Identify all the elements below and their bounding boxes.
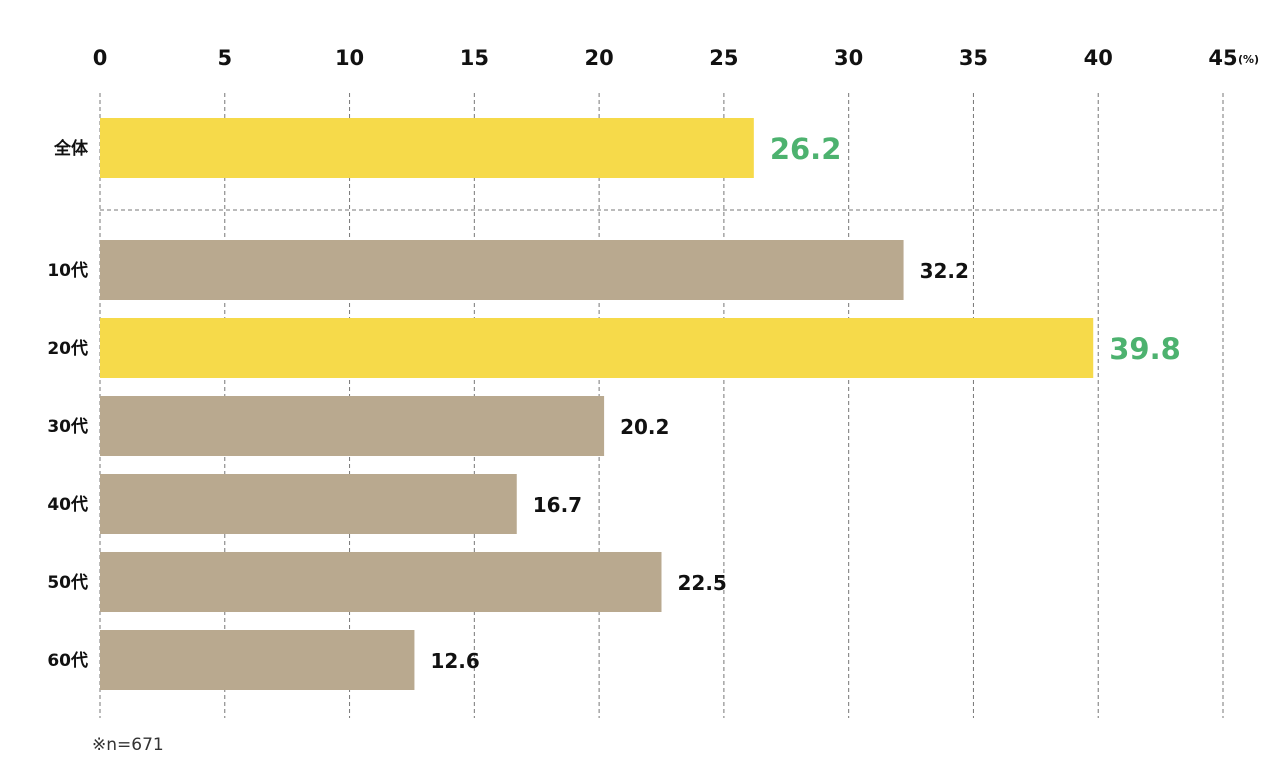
category-label: 20代: [47, 338, 88, 359]
x-tick-label: 45: [1208, 46, 1237, 70]
x-tick-label: 30: [834, 46, 863, 70]
bar: [100, 630, 415, 690]
sample-size-note: ※n=671: [92, 735, 164, 755]
value-label: 16.7: [533, 493, 582, 517]
x-tick-label: 25: [709, 46, 738, 70]
x-tick-label: 35: [959, 46, 988, 70]
x-tick-label: 5: [217, 46, 232, 70]
bars: 全体 26.2 10代 32.2 20代 39.8 30代 20.2 40代 16.7 50代 22.…: [47, 118, 1181, 690]
value-label: 20.2: [620, 415, 669, 439]
value-label: 22.5: [678, 571, 727, 595]
category-label: 10代: [47, 260, 88, 281]
category-label: 60代: [47, 650, 88, 671]
category-label: 50代: [47, 572, 88, 593]
bar: [100, 240, 904, 300]
x-axis-ticks: 0 5 10 15 20 25 30 35 40 45: [93, 46, 1238, 70]
value-label: 12.6: [430, 649, 479, 673]
category-label: 30代: [47, 416, 88, 437]
value-label: 26.2: [770, 132, 842, 166]
x-tick-label: 10: [335, 46, 364, 70]
x-tick-label: 20: [584, 46, 613, 70]
gridlines: [99, 93, 1224, 718]
unit-label: (%): [1238, 53, 1259, 66]
x-tick-label: 40: [1084, 46, 1113, 70]
bar: [100, 118, 754, 178]
category-label: 40代: [47, 494, 88, 515]
x-tick-label: 15: [460, 46, 489, 70]
x-tick-label: 0: [93, 46, 108, 70]
bar: [100, 318, 1094, 378]
category-label: 全体: [53, 138, 89, 159]
bar: [100, 552, 662, 612]
value-label: 39.8: [1109, 332, 1181, 366]
value-label: 32.2: [920, 259, 969, 283]
bar: [100, 474, 517, 534]
bar: [100, 396, 605, 456]
